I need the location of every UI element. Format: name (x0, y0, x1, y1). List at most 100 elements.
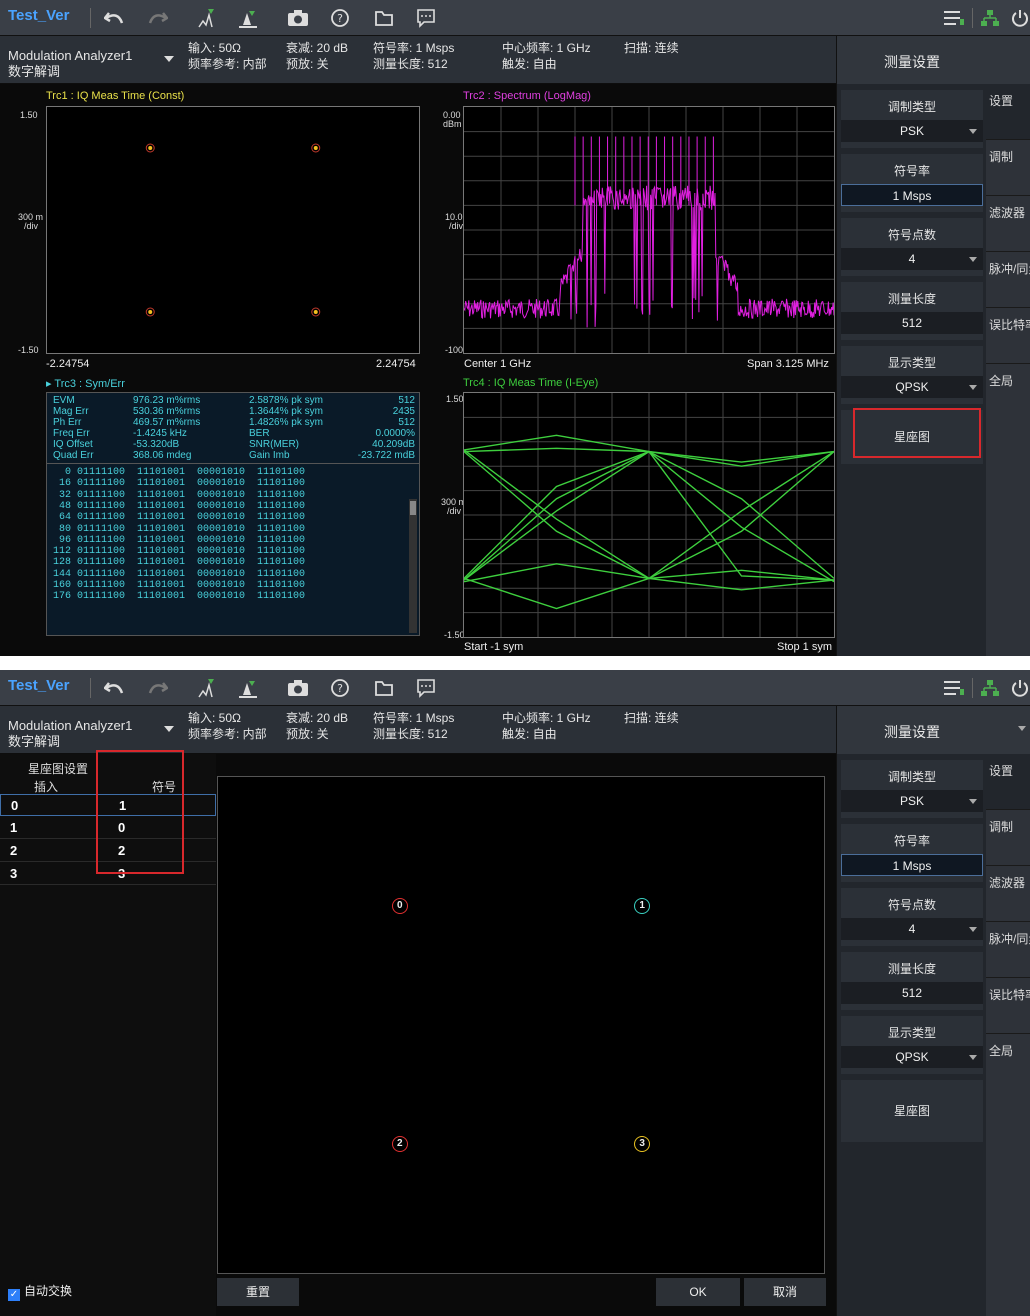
help-icon[interactable]: ? (328, 6, 352, 30)
mod-type-select[interactable]: PSK (841, 120, 983, 142)
mode-name[interactable]: Modulation Analyzer1 (8, 718, 133, 733)
symbol-row: 176 01111100 11101001 00001010 11101100 (47, 591, 306, 603)
constellation-button[interactable]: 星座图 (841, 410, 983, 464)
meas-length-value: 512 (901, 316, 923, 330)
mod-type-value: PSK (899, 124, 924, 138)
symbol-rate-input[interactable]: 1 Msps (841, 184, 983, 206)
folder-icon[interactable] (372, 676, 396, 700)
tab-pulse-sync[interactable]: 脉冲/同步 (986, 922, 1030, 978)
display-type-select[interactable]: QPSK (841, 1046, 983, 1068)
sweep-mode: 扫描: 连续 (624, 711, 679, 725)
message-icon[interactable] (414, 676, 438, 700)
menu-tabs: 设置 调制 滤波器 脉冲/同步 误比特率 全局 (986, 754, 1030, 1316)
tab-global[interactable]: 全局 (989, 374, 1014, 388)
trc3-label[interactable]: ▸ Trc3 : Sym/Err (46, 378, 125, 390)
screenshot-icon[interactable] (286, 676, 310, 700)
mode-name[interactable]: Modulation Analyzer1 (8, 48, 133, 63)
meas-length-input[interactable]: 512 (841, 982, 983, 1004)
symbol-rate-value: 1 Msps (892, 189, 932, 203)
tab-pulse-sync[interactable]: 脉冲/同步 (986, 252, 1030, 308)
metric-sym: 512 (398, 395, 415, 406)
tab-bit-error[interactable]: 误比特率 (986, 308, 1030, 364)
redo-icon[interactable] (146, 676, 170, 700)
meas-length-input[interactable]: 512 (841, 312, 983, 334)
symbol-rate-input[interactable]: 1 Msps (841, 854, 983, 876)
tab-filter[interactable]: 滤波器 (986, 196, 1030, 252)
trc1-label[interactable]: Trc1 : IQ Meas Time (Const) (46, 90, 185, 102)
trigger: 触发: 自由 (502, 727, 557, 741)
metric-row: Ph Err 469.57 m%rms 1.4826% pk sym 512 (53, 417, 415, 428)
divider (972, 678, 973, 698)
help-icon[interactable]: ? (328, 676, 352, 700)
symbol-points-select[interactable]: 4 (841, 248, 983, 270)
mod-type-value: PSK (899, 794, 924, 808)
constellation-point (148, 146, 153, 150)
table-scrollbar[interactable] (409, 499, 417, 633)
mode-dropdown-icon[interactable] (164, 56, 174, 62)
mod-type-label: 调制类型 (887, 770, 936, 784)
divider (90, 8, 91, 28)
auto-swap-checkbox[interactable]: ✓ 自动交换 (8, 1282, 72, 1301)
row-symbol: 0 (118, 820, 126, 835)
menu-tabs: 设置 调制 滤波器 脉冲/同步 误比特率 全局 (986, 84, 1030, 656)
trc2-ymid: 10.0 (445, 212, 463, 222)
constellation-ring (311, 143, 321, 153)
screenshot-icon[interactable] (286, 6, 310, 30)
symbol-rate-label: 符号率 (893, 164, 930, 178)
chevron-down-icon[interactable] (1018, 726, 1026, 731)
symbol-row: 32 01111100 11101001 00001010 11101100 (47, 489, 306, 501)
metric-name: Quad Err (53, 450, 94, 461)
menu-icon[interactable] (942, 6, 966, 30)
symbol-points-select[interactable]: 4 (841, 918, 983, 940)
mod-type-select[interactable]: PSK (841, 790, 983, 812)
constellation-symbol-2[interactable]: 2 (391, 1136, 408, 1153)
reset-button[interactable]: 重置 (217, 1278, 299, 1306)
cancel-button[interactable]: 取消 (744, 1278, 826, 1306)
trc4-label[interactable]: Trc4 : IQ Meas Time (I-Eye) (463, 377, 599, 389)
marker-icon[interactable] (196, 676, 220, 700)
mode-subname[interactable]: 数字解调 (8, 734, 61, 749)
network-icon[interactable] (978, 676, 1002, 700)
display-type-select[interactable]: QPSK (841, 376, 983, 398)
constellation-symbol-1[interactable]: 1 (634, 897, 651, 914)
symbol-row: 96 01111100 11101001 00001010 11101100 (47, 534, 306, 546)
menu-icon[interactable] (942, 676, 966, 700)
tab-settings[interactable]: 设置 (986, 84, 1030, 140)
tab-settings[interactable]: 设置 (986, 754, 1030, 810)
trc4-eye-plot[interactable] (463, 392, 835, 638)
constellation-editor-plot[interactable]: 0 1 2 3 (217, 776, 825, 1274)
mode-dropdown-icon[interactable] (164, 726, 174, 732)
tab-modulation[interactable]: 调制 (986, 140, 1030, 196)
tab-modulation[interactable]: 调制 (986, 810, 1030, 866)
tab-filter[interactable]: 滤波器 (986, 866, 1030, 922)
trc2-spectrum-plot[interactable] (463, 106, 835, 354)
trc1-constellation-plot[interactable] (46, 106, 420, 354)
undo-icon[interactable] (102, 676, 126, 700)
constellation-button-label: 星座图 (893, 1104, 930, 1118)
preamp: 预放: 关 (286, 727, 329, 741)
constellation-button[interactable]: 星座图 (841, 1080, 983, 1142)
network-icon[interactable] (978, 6, 1002, 30)
power-icon[interactable] (1008, 6, 1030, 30)
scrollbar-thumb[interactable] (410, 501, 416, 515)
undo-icon[interactable] (102, 6, 126, 30)
message-icon[interactable] (414, 6, 438, 30)
marker-icon[interactable] (196, 6, 220, 30)
constellation-symbol-3[interactable]: 3 (634, 1136, 651, 1153)
power-icon[interactable] (1008, 676, 1030, 700)
folder-icon[interactable] (372, 6, 396, 30)
ok-button[interactable]: OK (656, 1278, 740, 1306)
constellation-symbol-0[interactable]: 0 (391, 897, 408, 914)
tab-global[interactable]: 全局 (989, 1044, 1014, 1058)
redo-icon[interactable] (146, 6, 170, 30)
trc3-symbol-error-table[interactable]: EVM 976.23 m%rms 2.5878% pk sym 512 Mag Err 5… (46, 392, 420, 636)
toolbar: Test_Ver ? (0, 0, 1030, 36)
tab-bit-error[interactable]: 误比特率 (986, 978, 1030, 1034)
peak-icon[interactable] (236, 676, 260, 700)
mode-subname[interactable]: 数字解调 (8, 64, 61, 79)
peak-icon[interactable] (236, 6, 260, 30)
trc2-label[interactable]: Trc2 : Spectrum (LogMag) (463, 90, 591, 102)
